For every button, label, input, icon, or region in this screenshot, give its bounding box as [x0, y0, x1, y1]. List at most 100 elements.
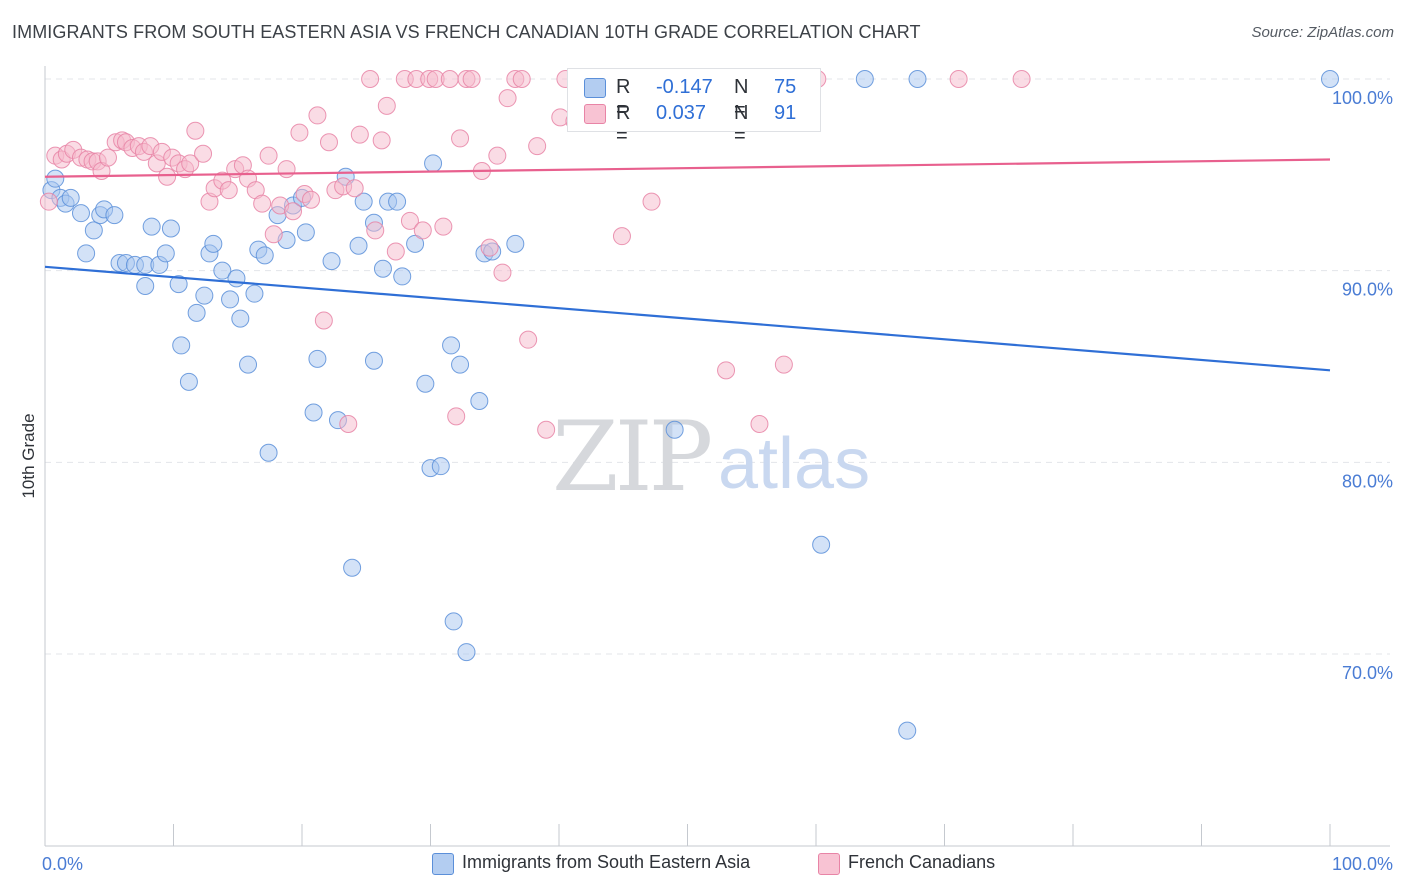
point-immigrants [296, 223, 315, 242]
n-label: N = [734, 102, 749, 147]
x-tick-label: 0.0% [42, 854, 83, 874]
point-immigrants [105, 206, 124, 225]
point-french-canadians [339, 415, 358, 433]
point-immigrants [195, 286, 214, 305]
legend-swatch-pink [584, 104, 606, 124]
n-value: 91 [774, 102, 797, 124]
point-immigrants [213, 261, 232, 280]
point-immigrants [156, 244, 175, 263]
point-immigrants [179, 372, 198, 391]
point-immigrants [308, 349, 327, 368]
point-french-canadians [314, 311, 333, 330]
point-french-canadians [447, 407, 466, 426]
legend-swatch-pink [818, 853, 840, 875]
point-immigrants [227, 269, 246, 288]
point-french-canadians [361, 70, 380, 88]
point-immigrants [161, 219, 180, 238]
point-immigrants [46, 169, 65, 188]
legend-swatch-blue [432, 853, 454, 875]
legend-swatch-blue [584, 78, 606, 98]
point-french-canadians [512, 70, 531, 88]
point-french-canadians [264, 225, 283, 244]
watermark-zip: ZIP [552, 401, 711, 513]
trend-line-pink [44, 158, 1331, 178]
point-french-canadians [377, 96, 396, 115]
point-french-canadians [301, 190, 320, 209]
point-immigrants [1321, 70, 1339, 88]
point-french-canadians [1012, 70, 1031, 88]
point-french-canadians [219, 181, 238, 200]
point-immigrants [424, 154, 443, 173]
point-immigrants [322, 252, 341, 271]
point-immigrants [457, 643, 476, 662]
point-french-canadians [181, 154, 200, 173]
point-immigrants [142, 217, 161, 236]
point-immigrants [506, 234, 525, 253]
point-immigrants [416, 374, 435, 393]
point-immigrants [259, 443, 278, 462]
point-french-canadians [345, 179, 364, 198]
point-french-canadians [612, 227, 631, 246]
chart-title: IMMIGRANTS FROM SOUTH EASTERN ASIA VS FR… [12, 22, 921, 42]
point-french-canadians [519, 330, 538, 349]
point-french-canadians [372, 131, 391, 150]
point-immigrants [855, 70, 874, 88]
point-french-canadians [434, 217, 453, 236]
trend-lines [44, 158, 1331, 372]
point-immigrants [373, 259, 392, 278]
point-french-canadians [488, 146, 507, 165]
point-immigrants [431, 457, 450, 476]
source-credit: Source: ZipAtlas.com [1251, 24, 1394, 41]
point-immigrants [908, 70, 927, 88]
point-french-canadians [498, 89, 517, 108]
point-french-canadians [158, 167, 177, 186]
point-french-canadians [537, 420, 556, 439]
point-french-canadians [277, 160, 296, 179]
point-immigrants [470, 392, 489, 410]
n-value: 75 [774, 76, 797, 98]
point-immigrants [393, 267, 412, 286]
point-french-canadians [98, 148, 117, 167]
point-immigrants [71, 204, 90, 223]
point-french-canadians [717, 361, 736, 380]
point-immigrants [169, 275, 188, 294]
point-immigrants [239, 355, 258, 374]
point-french-canadians [451, 129, 470, 148]
y-tick-label: 90.0% [1342, 280, 1393, 300]
point-immigrants [245, 284, 264, 303]
point-french-canadians [440, 70, 459, 88]
y-tick-label: 80.0% [1342, 471, 1393, 491]
point-french-canadians [259, 146, 278, 165]
point-immigrants [77, 244, 96, 263]
point-french-canadians [462, 70, 481, 88]
y-axis-label: 10th Grade [19, 413, 38, 498]
point-immigrants [406, 234, 425, 253]
point-french-canadians [949, 70, 968, 88]
point-immigrants [364, 351, 383, 370]
point-immigrants [349, 236, 368, 255]
r-value: 0.037 [656, 102, 707, 124]
watermark: ZIP atlas [552, 401, 870, 513]
r-label: R = [616, 102, 631, 147]
point-immigrants [898, 721, 917, 740]
point-french-canadians [493, 263, 512, 282]
n-label: N = [734, 76, 749, 121]
point-french-canadians [290, 123, 309, 142]
point-immigrants [221, 290, 240, 309]
point-french-canadians [642, 192, 661, 211]
point-immigrants [187, 303, 206, 322]
point-immigrants [61, 188, 80, 207]
point-immigrants [136, 277, 155, 295]
point-french-canadians [366, 221, 385, 240]
legend-label: French Canadians [848, 852, 996, 872]
stats-legend: R = -0.147 N = 75 R = 0.037 N = 91 [567, 68, 821, 147]
point-french-canadians [186, 121, 205, 140]
point-immigrants [444, 612, 463, 631]
point-immigrants [343, 558, 362, 577]
y-tick-labels: 70.0% 80.0% 90.0% 100.0% [1332, 88, 1393, 683]
x-tick-labels: 0.0% 100.0% [42, 854, 1393, 874]
legend-label: Immigrants from South Eastern Asia [462, 852, 751, 872]
point-immigrants [84, 221, 103, 240]
point-french-canadians [480, 238, 499, 257]
